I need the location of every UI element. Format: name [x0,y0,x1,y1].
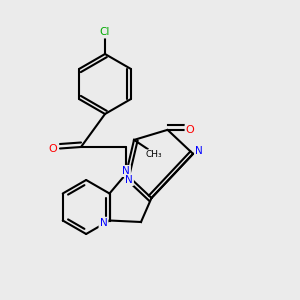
Text: O: O [48,143,57,154]
Text: N: N [125,175,133,185]
Text: Cl: Cl [100,27,110,38]
Text: N: N [195,146,203,156]
Text: N: N [122,166,130,176]
Text: N: N [100,218,107,229]
Text: CH₃: CH₃ [145,150,162,159]
Text: O: O [186,125,194,135]
